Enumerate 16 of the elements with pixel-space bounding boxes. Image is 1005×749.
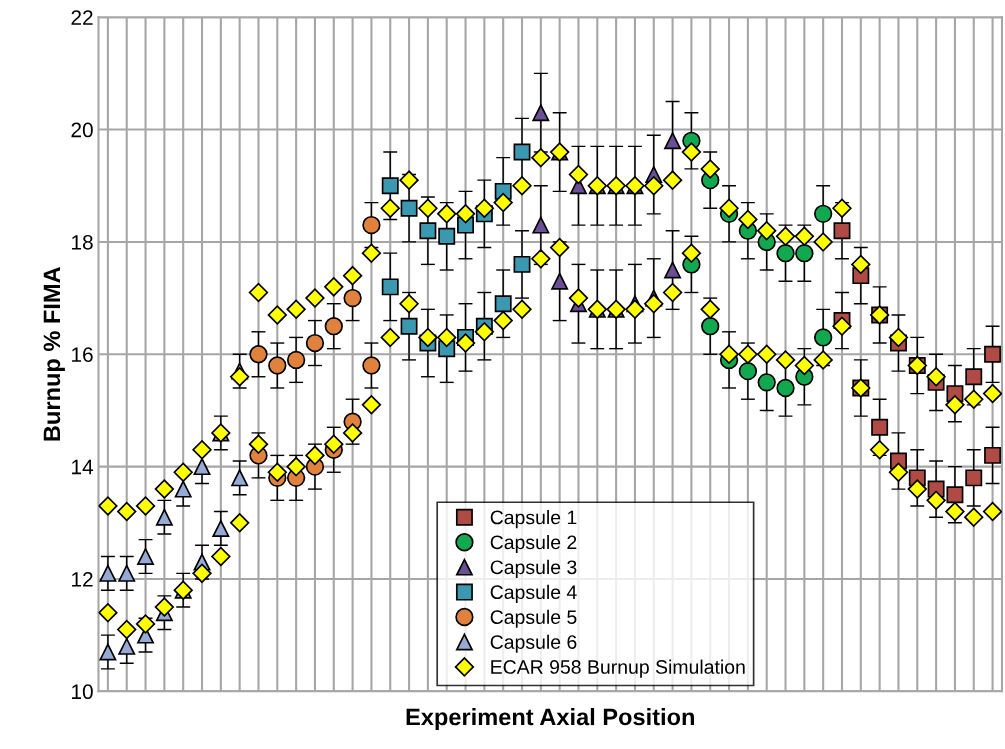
y-tick-label: 16 [72,347,93,363]
y-axis-title: Burnup % FIMA [43,267,65,441]
legend-label: Capsule 4 [490,584,577,603]
y-tick-label: 22 [71,10,93,25]
legend-label: Capsule 2 [490,534,577,554]
y-tick-label: 14 [72,459,94,475]
y-tick-label: 10 [72,684,93,700]
legend-label: Capsule 5 [490,609,577,628]
y-tick-label: 20 [71,122,93,138]
x-axis-title: Experiment Axial Position [406,707,694,730]
legend-label: ECAR 958 Burnup Simulation [491,659,745,678]
y-tick-label: 12 [72,571,93,587]
y-tick-label: 18 [72,234,93,250]
legend-label: Capsule 3 [490,559,577,578]
legend-label: Capsule 6 [490,634,577,653]
legend-label: Capsule 1 [490,510,577,529]
